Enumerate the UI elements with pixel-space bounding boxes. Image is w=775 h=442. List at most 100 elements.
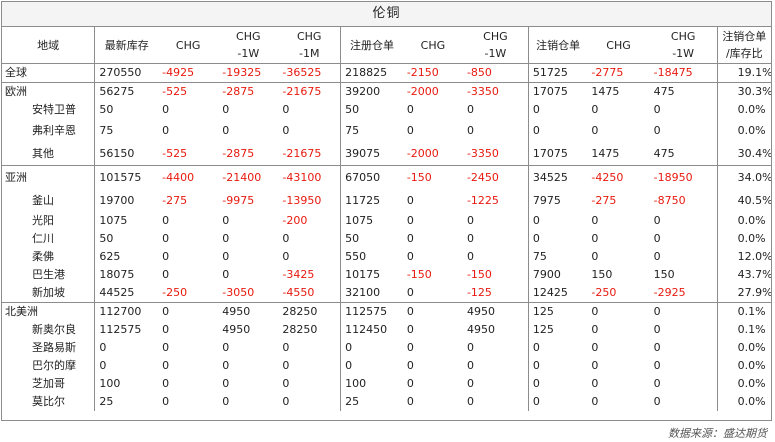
cancel-ratio-cell: 0.0%: [716, 230, 771, 248]
column-header: CHG -1M: [278, 27, 341, 64]
table-header: 地域 最新库存 CHG CHG -1W CHG -1M 注册仓单 CHG CHG -1W 注销仓…: [2, 27, 771, 64]
value-cell: 0: [282, 395, 290, 408]
value-cell: 1475: [587, 82, 650, 101]
value-cell: -2000: [406, 147, 439, 160]
value-cell: 0: [653, 124, 661, 137]
value-cell: 0: [340, 339, 403, 357]
value-cell: -2450: [462, 165, 529, 189]
table-row: 新奥尔良 112575 0 4950 28250 112450 0 4950 125 0 0 0.1%: [2, 321, 771, 339]
value-cell: -2875: [222, 147, 255, 160]
value-cell: 1475: [591, 147, 620, 160]
warehouse-name: 圣路易斯: [32, 341, 76, 354]
column-header: CHG -1W: [649, 27, 718, 64]
table-title: 伦铜: [2, 2, 771, 27]
column-header: CHG: [158, 27, 219, 64]
value-cell: -250: [591, 286, 617, 299]
warehouse-name: 安特卫普: [32, 103, 76, 116]
cancel-ratio-cell: 30.3%: [716, 82, 771, 101]
value-cell: 0: [222, 214, 230, 227]
value-cell: 0: [94, 339, 159, 357]
value-cell: 67050: [340, 165, 403, 189]
value-cell: 0: [282, 377, 290, 390]
column-header: 地域: [2, 27, 95, 64]
value-cell: -4400: [158, 165, 219, 189]
value-cell: 0: [222, 341, 230, 354]
value-cell: -19325: [218, 63, 279, 83]
value-cell: 19700: [94, 189, 159, 212]
table-row: 釜山 19700 -275 -9975 -13950 11725 0 -1225 7975 -27…: [2, 189, 771, 212]
value-cell: -21675: [278, 82, 341, 101]
value-cell: -43100: [278, 165, 341, 189]
value-cell: -3050: [222, 286, 255, 299]
region-name: 亚洲: [2, 165, 95, 189]
warehouse-name: 新加坡: [32, 286, 65, 299]
value-cell: -250: [162, 286, 188, 299]
cancel-ratio-cell: 0.0%: [716, 393, 771, 411]
value-cell: 0: [527, 119, 588, 142]
value-cell: 0: [402, 302, 463, 321]
table-row: 其他 56150 -525 -2875 -21675 39075 -2000 -3350 170…: [2, 142, 771, 166]
value-cell: 0: [653, 377, 661, 390]
value-cell: 0: [162, 323, 170, 336]
value-cell: 0: [222, 250, 230, 263]
value-cell: 0: [222, 232, 230, 245]
value-cell: 0: [466, 124, 474, 137]
value-cell: 0: [653, 250, 661, 263]
value-cell: -275: [162, 194, 188, 207]
value-cell: -150: [406, 268, 432, 281]
value-cell: 0: [591, 341, 599, 354]
value-cell: 0: [653, 103, 661, 116]
value-cell: 50: [94, 230, 159, 248]
value-cell: 218825: [340, 63, 403, 83]
value-cell: 0: [406, 359, 414, 372]
value-cell: 28250: [282, 323, 318, 336]
value-cell: 0: [591, 232, 599, 245]
table-row: 圣路易斯 0 0 0 0 0 0 0 0 0 0 0.0%: [2, 339, 771, 357]
value-cell: 0: [653, 395, 661, 408]
region-name: 全球: [2, 63, 95, 83]
value-cell: 0: [222, 103, 230, 116]
value-cell: 4950: [462, 302, 529, 321]
value-cell: 0: [282, 359, 290, 372]
value-cell: 0: [162, 103, 170, 116]
value-cell: 1075: [340, 212, 403, 230]
value-cell: -8750: [653, 194, 686, 207]
value-cell: 32100: [340, 284, 403, 303]
table-row: 新加坡 44525 -250 -3050 -4550 32100 0 -125 12425 -25…: [2, 284, 771, 303]
value-cell: 0: [162, 377, 170, 390]
value-cell: 0: [406, 323, 414, 336]
warehouse-name: 光阳: [32, 214, 54, 227]
lme-copper-table-frame: 伦铜 地域 最新库存 CHG CHG -1W CHG -1M 注册仓单 CHG CHG -1W…: [1, 1, 772, 421]
value-cell: 0: [222, 268, 230, 281]
value-cell: 25: [340, 393, 403, 411]
value-cell: 0: [591, 359, 599, 372]
value-cell: -2000: [402, 82, 463, 101]
value-cell: 0: [466, 232, 474, 245]
value-cell: 56275: [94, 82, 159, 101]
value-cell: 0: [587, 302, 650, 321]
value-cell: 0: [466, 359, 474, 372]
cancel-ratio-cell: 0.1%: [716, 321, 771, 339]
value-cell: -525: [162, 147, 188, 160]
value-cell: 0: [406, 341, 414, 354]
value-cell: 0: [162, 341, 170, 354]
value-cell: -13950: [282, 194, 322, 207]
value-cell: 0: [282, 232, 290, 245]
column-header: 注销仓单: [527, 27, 588, 64]
cancel-ratio-cell: 12.0%: [716, 248, 771, 266]
value-cell: 0: [282, 103, 290, 116]
table-row: 欧洲 56275 -525 -2875 -21675 39200 -2000 -3350 170…: [2, 82, 771, 101]
warehouse-name: 釜山: [32, 194, 54, 207]
value-cell: -3350: [466, 147, 499, 160]
cancel-ratio-cell: 0.0%: [716, 119, 771, 142]
value-cell: 0: [653, 323, 661, 336]
table-row: 安特卫普 50 0 0 0 50 0 0 0 0 0 0.0%: [2, 101, 771, 119]
value-cell: 0: [406, 250, 414, 263]
value-cell: -36525: [278, 63, 341, 83]
value-cell: 0: [282, 341, 290, 354]
cancel-ratio-cell: 0.0%: [716, 339, 771, 357]
value-cell: 0: [162, 359, 170, 372]
value-cell: 625: [94, 248, 159, 266]
column-header: 最新库存: [94, 27, 159, 64]
value-cell: 0: [527, 375, 588, 393]
